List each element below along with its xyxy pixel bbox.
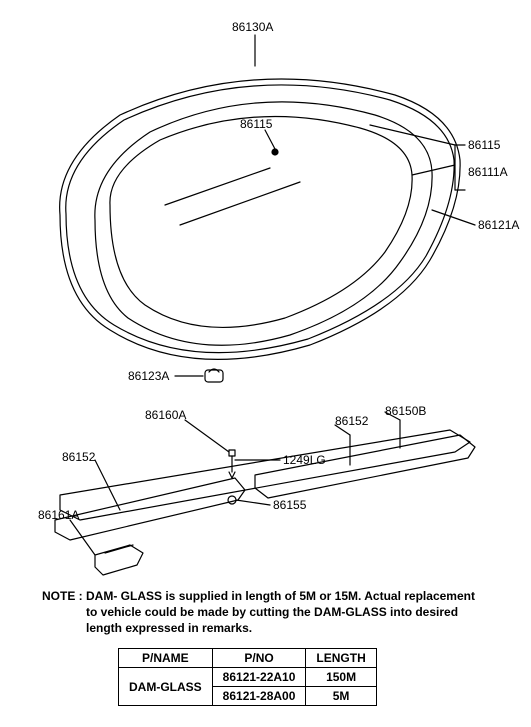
parts-table: P/NAME P/NO LENGTH DAM-GLASS 86121-22A10… — [118, 648, 377, 706]
note-line2: to vehicle could be made by cutting the … — [86, 605, 458, 619]
td-pno-1: 86121-28A00 — [212, 687, 306, 706]
note-line1: DAM- GLASS is supplied in length of 5M o… — [86, 589, 475, 603]
note-line3: length expressed in remarks. — [86, 621, 252, 635]
callout-86160A: 86160A — [145, 408, 186, 422]
td-length-0: 150M — [306, 668, 376, 687]
table-row: DAM-GLASS 86121-22A10 150M — [119, 668, 377, 687]
callout-86155: 86155 — [273, 498, 306, 512]
th-pname: P/NAME — [119, 649, 213, 668]
note-block: NOTE : DAM- GLASS is supplied in length … — [42, 588, 502, 637]
callout-86150B: 86150B — [385, 404, 426, 418]
callout-86152-left: 86152 — [62, 450, 95, 464]
td-length-1: 5M — [306, 687, 376, 706]
callout-86123A: 86123A — [128, 369, 169, 383]
callout-86161A: 86161A — [38, 508, 79, 522]
callout-1249LG: 1249LG — [283, 453, 326, 467]
callout-86111A: 86111A — [468, 165, 508, 179]
callout-86115-center: 86115 — [240, 117, 272, 131]
callout-86121A: 86121A — [478, 218, 519, 232]
callout-86115-right: 86115 — [468, 138, 500, 152]
diagram-canvas: { "diagram": { "stroke": "#000000", "str… — [0, 0, 531, 727]
th-pno: P/NO — [212, 649, 306, 668]
callout-86130A: 86130A — [232, 20, 273, 34]
callout-86152-right: 86152 — [335, 414, 368, 428]
td-pno-0: 86121-22A10 — [212, 668, 306, 687]
th-length: LENGTH — [306, 649, 376, 668]
table-header-row: P/NAME P/NO LENGTH — [119, 649, 377, 668]
note-label: NOTE : — [42, 589, 83, 603]
td-pname: DAM-GLASS — [119, 668, 213, 706]
